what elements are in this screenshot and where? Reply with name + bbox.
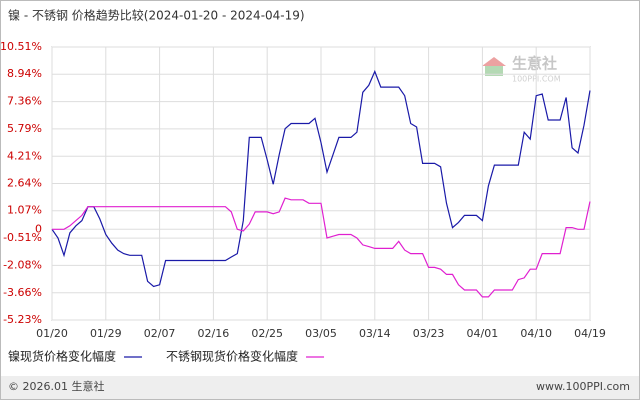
y-tick-label: -5.23% [3, 313, 42, 326]
x-tick-label: 02/25 [251, 327, 283, 340]
y-tick-label: -2.08% [3, 258, 42, 271]
x-tick-label: 01/20 [36, 327, 68, 340]
y-tick-label: 7.36% [7, 95, 42, 108]
series-line [52, 197, 591, 298]
x-tick-label: 04/10 [520, 327, 552, 340]
y-tick-label: 4.21% [7, 149, 42, 162]
series-line [51, 69, 591, 288]
y-tick-label: 10.51% [0, 40, 42, 53]
footer-bar [1, 376, 639, 399]
y-tick-label: 5.79% [7, 122, 42, 135]
x-tick-label: 02/16 [198, 327, 230, 340]
footer-right: www.100PPI.com [536, 380, 630, 393]
x-tick-label: 02/07 [144, 327, 176, 340]
y-tick-label: -3.66% [3, 286, 42, 299]
x-tick-label: 03/14 [359, 327, 391, 340]
x-tick-label: 03/05 [305, 327, 337, 340]
chart-title: 镍 - 不锈钢 价格趋势比较(2024-01-20 - 2024-04-19) [8, 8, 305, 23]
y-tick-label: -0.51% [3, 231, 42, 244]
y-tick-label: 2.64% [7, 177, 42, 190]
legend-label: 镍现货价格变化幅度 [8, 349, 116, 364]
y-tick-label: 0 [35, 222, 42, 235]
x-tick-label: 04/01 [467, 327, 499, 340]
watermark-logo [485, 66, 503, 76]
x-tick-label: 01/29 [90, 327, 122, 340]
watermark-name: 生意社 [512, 55, 557, 73]
x-tick-label: 03/23 [413, 327, 445, 340]
watermark-logo [482, 57, 506, 66]
y-tick-label: 8.94% [7, 67, 42, 80]
footer-left: © 2026.01 生意社 [8, 379, 104, 393]
y-tick-label: 1.07% [7, 204, 42, 217]
legend-label: 不锈钢现货价格变化幅度 [166, 349, 298, 364]
x-tick-label: 04/19 [574, 327, 606, 340]
